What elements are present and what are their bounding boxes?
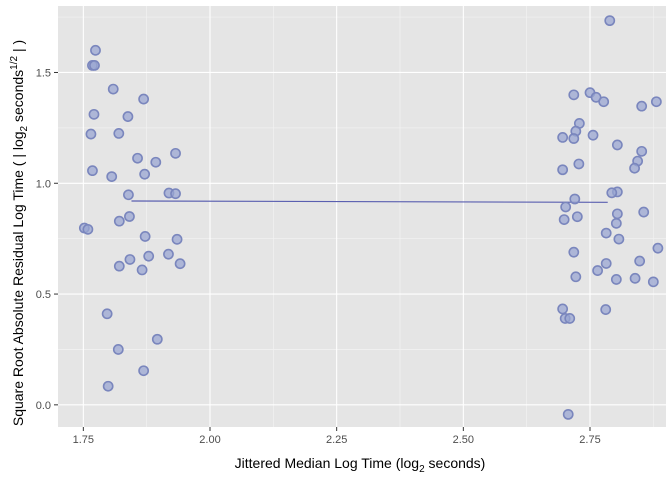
data-point <box>102 380 114 392</box>
y-tick-label: 0.0 <box>36 400 51 412</box>
x-tick-label: 2.00 <box>199 434 220 446</box>
data-point <box>568 133 580 144</box>
data-point <box>136 264 148 276</box>
data-point <box>611 208 623 220</box>
data-point <box>557 131 569 143</box>
data-point <box>573 158 585 170</box>
data-point <box>151 333 163 345</box>
data-point <box>634 255 646 267</box>
x-tick-label: 2.75 <box>579 434 600 446</box>
x-axis-title: Jittered Median Log Time (log2 seconds) <box>235 455 486 475</box>
data-point <box>629 162 640 174</box>
gridlines <box>58 6 666 427</box>
data-point <box>143 250 155 262</box>
data-point <box>138 365 150 377</box>
axes: 1.75 2.00 2.25 2.50 2.75 0.0 0.5 1.0 1.5 <box>36 67 601 446</box>
data-point <box>150 156 162 168</box>
x-tick-label: 2.25 <box>326 434 347 446</box>
points-layer <box>78 15 664 420</box>
data-point <box>568 89 580 101</box>
data-point <box>564 313 576 324</box>
data-point <box>87 165 98 177</box>
y-tick-label: 1.5 <box>36 67 51 79</box>
data-point <box>88 108 100 120</box>
data-point <box>606 187 618 199</box>
data-point <box>647 276 659 288</box>
data-point <box>650 96 662 108</box>
data-point <box>638 206 650 218</box>
data-point <box>170 188 181 200</box>
data-point <box>174 258 186 270</box>
data-point <box>557 164 569 176</box>
data-point <box>600 258 612 269</box>
data-point <box>138 93 150 105</box>
data-point <box>139 168 151 180</box>
data-point <box>610 217 622 229</box>
x-tick-label: 2.50 <box>453 434 474 446</box>
data-point <box>112 344 124 355</box>
data-point <box>113 215 125 227</box>
data-point <box>587 129 599 141</box>
data-point <box>85 128 97 140</box>
y-axis-title: Square Root Absolute Residual Log Time (… <box>9 40 30 426</box>
data-point <box>613 233 625 245</box>
data-point <box>101 308 113 320</box>
data-point <box>170 147 181 159</box>
data-point <box>122 111 134 122</box>
x-tick-label: 1.75 <box>73 434 94 446</box>
data-point <box>598 96 610 108</box>
data-point <box>560 201 572 213</box>
y-tick-label: 1.0 <box>36 178 51 190</box>
data-point <box>124 254 136 265</box>
data-point <box>132 152 143 164</box>
y-tick-label: 0.5 <box>36 289 51 301</box>
data-point <box>171 233 183 245</box>
data-point <box>163 248 174 260</box>
data-point <box>113 128 125 139</box>
data-point <box>629 272 641 284</box>
data-point <box>89 59 100 71</box>
data-point <box>571 211 583 223</box>
data-point <box>82 223 94 235</box>
data-point <box>123 189 134 201</box>
data-point <box>604 15 616 27</box>
data-point <box>113 260 125 272</box>
fit-line-layer <box>131 200 608 203</box>
data-point <box>611 139 623 151</box>
data-point <box>139 231 151 242</box>
data-point <box>592 265 603 276</box>
data-point <box>124 211 135 222</box>
data-point <box>107 83 119 95</box>
data-point <box>636 145 648 157</box>
data-point <box>558 214 570 226</box>
data-point <box>557 303 569 315</box>
fit-line <box>131 200 608 203</box>
data-point <box>570 271 582 283</box>
data-point <box>600 227 612 239</box>
data-point <box>106 171 118 183</box>
data-point <box>562 408 574 420</box>
data-point <box>90 44 101 56</box>
data-point <box>569 193 581 205</box>
data-point <box>568 246 580 258</box>
data-point <box>610 274 622 285</box>
data-point <box>652 242 664 254</box>
data-point <box>636 100 648 112</box>
data-point <box>600 304 612 315</box>
